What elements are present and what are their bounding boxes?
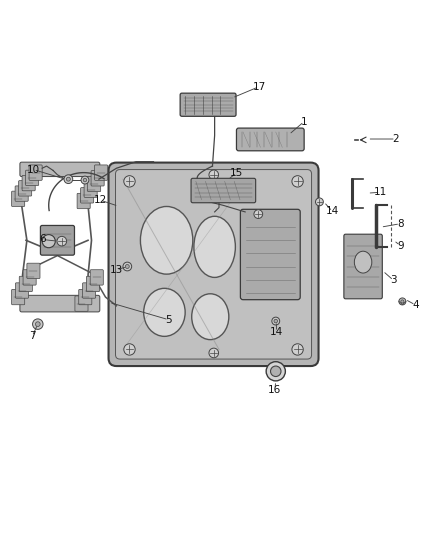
FancyBboxPatch shape [40, 225, 74, 255]
Text: 9: 9 [397, 240, 403, 251]
Text: 14: 14 [326, 206, 339, 216]
Ellipse shape [141, 206, 193, 274]
FancyBboxPatch shape [75, 296, 88, 311]
FancyBboxPatch shape [27, 263, 40, 279]
FancyBboxPatch shape [116, 169, 311, 359]
Circle shape [125, 264, 129, 269]
FancyBboxPatch shape [180, 93, 236, 116]
FancyBboxPatch shape [12, 191, 25, 206]
FancyBboxPatch shape [84, 182, 97, 197]
FancyBboxPatch shape [15, 283, 28, 298]
FancyBboxPatch shape [19, 276, 32, 292]
Circle shape [57, 236, 67, 246]
Circle shape [209, 170, 219, 180]
FancyBboxPatch shape [79, 289, 92, 305]
Ellipse shape [354, 251, 372, 273]
Ellipse shape [144, 288, 185, 336]
Text: 11: 11 [374, 187, 387, 197]
Circle shape [35, 322, 40, 327]
Circle shape [292, 344, 303, 355]
Text: 8: 8 [397, 219, 403, 229]
Text: 12: 12 [94, 195, 107, 205]
Ellipse shape [42, 235, 55, 248]
FancyBboxPatch shape [86, 276, 99, 292]
Circle shape [272, 317, 280, 325]
Text: 3: 3 [390, 276, 397, 286]
Text: 4: 4 [412, 300, 419, 310]
Text: 15: 15 [230, 168, 243, 177]
FancyBboxPatch shape [20, 295, 100, 312]
Text: 5: 5 [166, 315, 172, 325]
Circle shape [274, 319, 278, 323]
FancyBboxPatch shape [20, 162, 100, 176]
Circle shape [399, 298, 406, 305]
Text: 7: 7 [29, 332, 35, 341]
Ellipse shape [194, 216, 235, 277]
FancyBboxPatch shape [81, 188, 94, 203]
Text: 17: 17 [253, 82, 266, 92]
Text: 1: 1 [301, 117, 307, 126]
FancyBboxPatch shape [29, 165, 42, 180]
Ellipse shape [192, 294, 229, 340]
Circle shape [81, 176, 89, 184]
Circle shape [64, 175, 73, 183]
Circle shape [83, 178, 87, 182]
FancyBboxPatch shape [191, 179, 256, 203]
Text: 10: 10 [27, 165, 40, 175]
FancyBboxPatch shape [240, 209, 300, 300]
FancyBboxPatch shape [95, 165, 108, 180]
FancyBboxPatch shape [22, 175, 35, 191]
Circle shape [401, 300, 404, 303]
Circle shape [124, 344, 135, 355]
FancyBboxPatch shape [25, 170, 39, 185]
Circle shape [123, 262, 132, 271]
FancyBboxPatch shape [82, 283, 95, 298]
Text: 13: 13 [110, 265, 123, 275]
FancyBboxPatch shape [91, 171, 104, 186]
Circle shape [266, 362, 286, 381]
FancyBboxPatch shape [90, 270, 103, 285]
FancyBboxPatch shape [15, 186, 28, 201]
Circle shape [67, 177, 71, 181]
Circle shape [124, 176, 135, 187]
Circle shape [292, 176, 303, 187]
FancyBboxPatch shape [88, 176, 101, 192]
Text: 16: 16 [268, 385, 282, 394]
Text: 14: 14 [270, 327, 283, 337]
FancyBboxPatch shape [109, 163, 318, 366]
Text: 2: 2 [392, 134, 399, 144]
FancyBboxPatch shape [18, 181, 32, 196]
FancyBboxPatch shape [23, 270, 36, 285]
Text: 6: 6 [39, 235, 46, 245]
FancyBboxPatch shape [12, 289, 25, 305]
Circle shape [32, 319, 43, 329]
FancyBboxPatch shape [77, 193, 90, 209]
Circle shape [271, 366, 281, 376]
FancyBboxPatch shape [237, 128, 304, 151]
Circle shape [254, 210, 263, 219]
FancyBboxPatch shape [344, 234, 382, 299]
Circle shape [315, 198, 323, 206]
Circle shape [209, 348, 219, 358]
